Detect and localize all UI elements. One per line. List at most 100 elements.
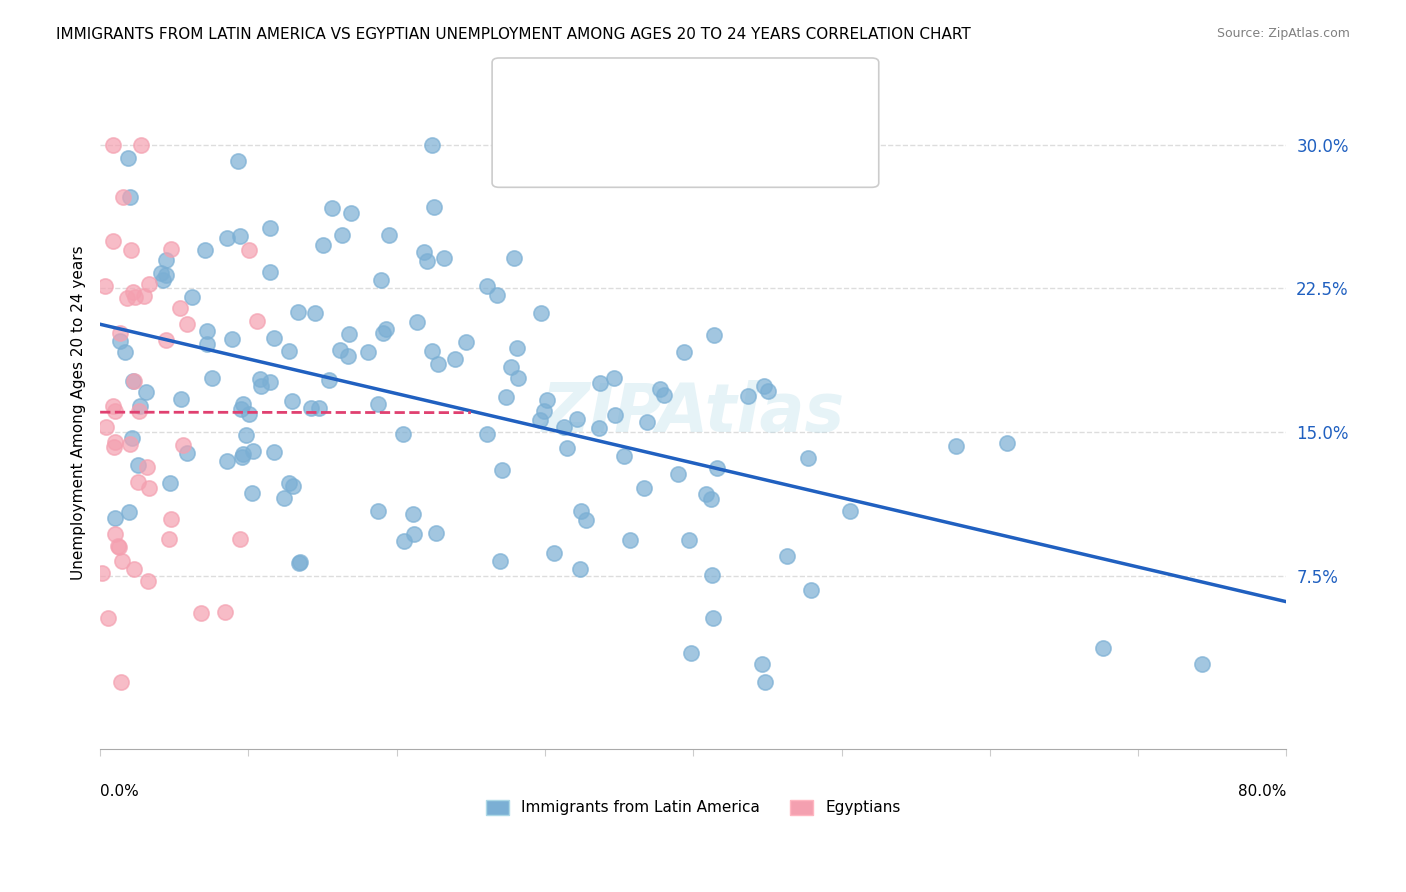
Point bbox=[104, 404, 127, 418]
Point bbox=[136, 574, 159, 588]
Point bbox=[103, 440, 125, 454]
Point bbox=[121, 431, 143, 445]
Point bbox=[308, 401, 330, 416]
Point bbox=[371, 326, 394, 341]
Point bbox=[367, 504, 389, 518]
Point bbox=[636, 415, 658, 429]
Point bbox=[321, 201, 343, 215]
Point bbox=[588, 420, 610, 434]
Point bbox=[613, 449, 636, 463]
Point bbox=[128, 404, 150, 418]
Point bbox=[702, 611, 724, 625]
Text: IMMIGRANTS FROM LATIN AMERICA VS EGYPTIAN UNEMPLOYMENT AMONG AGES 20 TO 24 YEARS: IMMIGRANTS FROM LATIN AMERICA VS EGYPTIA… bbox=[56, 27, 972, 42]
Point bbox=[425, 525, 447, 540]
Point bbox=[108, 540, 131, 554]
Text: R = -0.461   N = 138: R = -0.461 N = 138 bbox=[534, 88, 707, 106]
Point bbox=[107, 539, 129, 553]
Point bbox=[232, 397, 254, 411]
Point bbox=[232, 447, 254, 461]
Point bbox=[226, 154, 249, 169]
Point bbox=[152, 272, 174, 286]
Text: R = -0.031   N = 44: R = -0.031 N = 44 bbox=[534, 147, 697, 165]
Point bbox=[101, 137, 124, 152]
Point bbox=[229, 401, 252, 416]
Point bbox=[215, 454, 238, 468]
Point bbox=[402, 507, 425, 521]
Point bbox=[170, 392, 193, 407]
Point bbox=[229, 532, 252, 546]
Point bbox=[259, 265, 281, 279]
Point bbox=[420, 137, 443, 152]
Point bbox=[329, 343, 352, 358]
Point bbox=[456, 334, 478, 349]
Point bbox=[238, 407, 260, 421]
Point bbox=[703, 328, 725, 343]
Point bbox=[330, 227, 353, 242]
Point bbox=[122, 562, 145, 576]
Point bbox=[751, 657, 773, 672]
Point bbox=[536, 392, 558, 407]
Point bbox=[94, 278, 117, 293]
Point bbox=[97, 611, 120, 625]
Point bbox=[249, 379, 271, 393]
Point bbox=[505, 341, 527, 355]
Point bbox=[839, 504, 862, 518]
Legend: Immigrants from Latin America, Egyptians: Immigrants from Latin America, Egyptians bbox=[479, 793, 907, 822]
Point bbox=[278, 344, 301, 359]
Point bbox=[752, 379, 775, 393]
Point bbox=[499, 359, 522, 374]
Point bbox=[415, 254, 437, 268]
Point bbox=[169, 301, 191, 315]
Point bbox=[120, 243, 142, 257]
Point bbox=[281, 479, 304, 493]
Point bbox=[374, 322, 396, 336]
Point bbox=[115, 291, 138, 305]
Point bbox=[367, 397, 389, 411]
Point bbox=[134, 289, 156, 303]
Point bbox=[603, 371, 626, 385]
Point bbox=[413, 244, 436, 259]
Point bbox=[118, 506, 141, 520]
Point bbox=[172, 438, 194, 452]
Point bbox=[475, 427, 498, 442]
Point bbox=[678, 533, 700, 547]
Point bbox=[259, 375, 281, 389]
Point bbox=[1191, 657, 1213, 672]
Point bbox=[195, 337, 218, 351]
Point bbox=[128, 399, 150, 413]
Point bbox=[495, 390, 517, 404]
Point bbox=[120, 436, 142, 450]
Point bbox=[543, 545, 565, 559]
Point bbox=[357, 345, 380, 359]
Point bbox=[90, 566, 112, 580]
Point bbox=[111, 190, 134, 204]
Point bbox=[114, 345, 136, 359]
Point bbox=[159, 475, 181, 490]
Point bbox=[619, 533, 641, 547]
Point bbox=[180, 290, 202, 304]
Point bbox=[800, 583, 823, 598]
Point bbox=[406, 316, 429, 330]
Point bbox=[433, 251, 456, 265]
Point bbox=[555, 441, 578, 455]
Point bbox=[695, 487, 717, 501]
Point bbox=[194, 243, 217, 257]
Point bbox=[337, 326, 360, 341]
Point bbox=[553, 420, 575, 434]
Point bbox=[157, 533, 180, 547]
Point bbox=[370, 273, 392, 287]
Point bbox=[110, 674, 132, 689]
Point bbox=[737, 389, 759, 403]
Point bbox=[648, 383, 671, 397]
Point bbox=[776, 549, 799, 563]
Point bbox=[312, 238, 335, 252]
Point bbox=[475, 278, 498, 293]
Point bbox=[108, 326, 131, 341]
Text: 0.0%: 0.0% bbox=[100, 784, 139, 798]
Point bbox=[214, 605, 236, 619]
Point bbox=[533, 404, 555, 418]
Point bbox=[666, 467, 689, 481]
Point bbox=[259, 220, 281, 235]
Point bbox=[508, 370, 530, 384]
Point bbox=[138, 481, 160, 495]
